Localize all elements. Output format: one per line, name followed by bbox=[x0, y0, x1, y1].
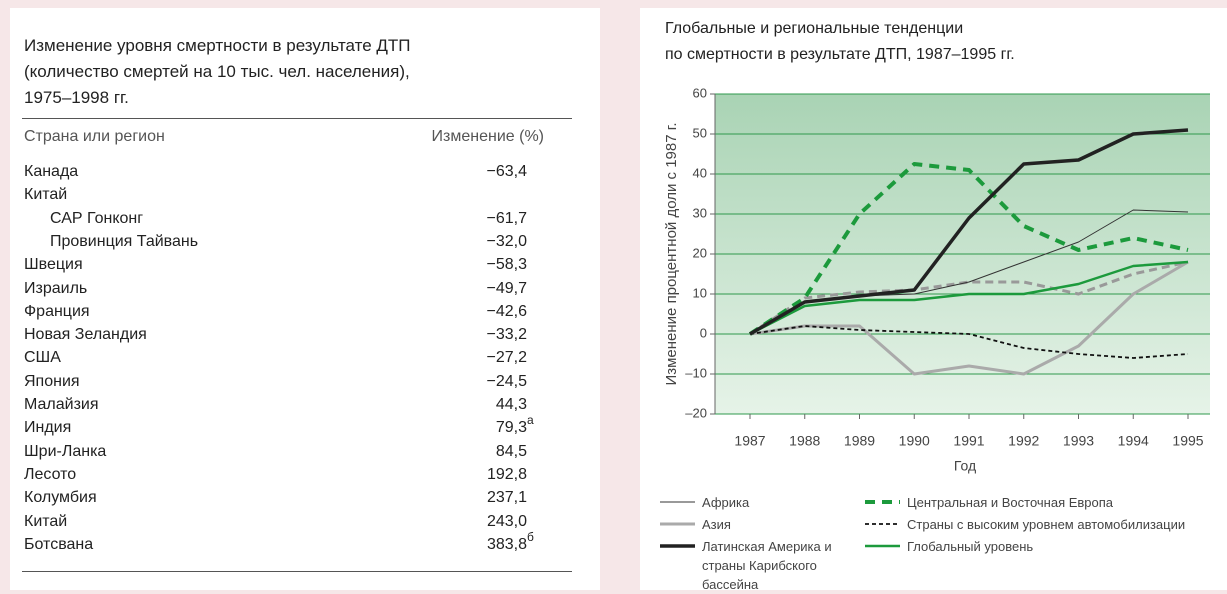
row-value: 79,3 а bbox=[495, 413, 534, 437]
row-name: Ботсвана bbox=[24, 535, 94, 553]
row-name: Малайзия bbox=[24, 396, 99, 413]
x-tick-label: 1989 bbox=[844, 433, 875, 449]
x-tick-label: 1987 bbox=[734, 433, 765, 449]
x-tick-label: 1992 bbox=[1008, 433, 1039, 449]
x-axis-label: Год bbox=[954, 458, 976, 474]
series-line bbox=[748, 162, 1189, 336]
y-tick-label: 60 bbox=[693, 85, 707, 100]
row-name: Израиль bbox=[24, 279, 88, 297]
legend-label: Африка bbox=[702, 495, 750, 510]
row-note: а bbox=[527, 413, 534, 428]
table-title: 1975–1998 гг. bbox=[24, 88, 129, 107]
row-value: 192,8 bbox=[486, 465, 527, 483]
x-tick-label: 1995 bbox=[1172, 433, 1203, 449]
rule bbox=[22, 571, 572, 573]
row-value: −49,7 bbox=[486, 279, 527, 297]
y-tick-label: –10 bbox=[685, 365, 707, 380]
chart-title: по смертности в результате ДТП, 1987–199… bbox=[665, 46, 1015, 63]
row-value: 237,1 bbox=[486, 489, 527, 507]
row-value: 44,3 bbox=[495, 396, 527, 413]
row-value: −58,3 bbox=[486, 256, 527, 274]
x-tick-label: 1994 bbox=[1118, 433, 1149, 449]
row-value: −27,2 bbox=[486, 349, 527, 367]
series-line bbox=[749, 260, 1189, 336]
row-value: −63,4 bbox=[486, 163, 527, 180]
row-name: Япония bbox=[24, 372, 80, 390]
table-panel: Изменение уровня смертности в результате… bbox=[10, 8, 600, 590]
series-line bbox=[749, 260, 1189, 376]
row-name: Лесото bbox=[24, 465, 77, 483]
legend-label: Центральная и Восточная Европа bbox=[907, 495, 1114, 510]
row-name: США bbox=[24, 349, 61, 367]
row-name: Провинция Тайвань bbox=[50, 232, 199, 250]
row-value: −33,2 bbox=[486, 326, 527, 344]
y-axis-label: Изменение процентной доли с 1987 г. bbox=[663, 122, 680, 385]
series-line bbox=[749, 260, 1189, 336]
chart-panel: Глобальные и региональные тенденции по см… bbox=[640, 8, 1227, 592]
y-tick-label: 40 bbox=[693, 165, 707, 180]
row-name: Китай bbox=[24, 512, 68, 530]
legend-label: Страны с высоким уровнем автомобилизации bbox=[907, 517, 1186, 532]
series-line bbox=[749, 128, 1189, 336]
y-tick-label: 10 bbox=[693, 285, 707, 300]
chart-title: Глобальные и региональные тенденции bbox=[665, 20, 963, 37]
legend-label: Азия bbox=[702, 517, 731, 532]
series-line bbox=[749, 325, 1189, 359]
rule bbox=[22, 118, 572, 119]
row-value: −32,0 bbox=[486, 232, 527, 250]
row-value: −42,6 bbox=[486, 302, 527, 320]
row-name: Швеция bbox=[24, 256, 83, 274]
row-name: Новая Зеландия bbox=[24, 326, 147, 344]
x-tick-label: 1991 bbox=[953, 433, 984, 449]
row-name: Шри-Ланка bbox=[24, 442, 107, 460]
x-tick-label: 1988 bbox=[789, 433, 820, 449]
chart: Глобальные и региональные тенденции по см… bbox=[660, 20, 1210, 548]
table-title: (количество смертей на 10 тыс. чел. насе… bbox=[24, 62, 410, 81]
row-value: 383,8 б bbox=[486, 529, 534, 553]
row-name: Канада bbox=[24, 163, 79, 180]
row-name: САР Гонконг bbox=[50, 209, 144, 227]
x-tick-label: 1993 bbox=[1063, 433, 1094, 449]
legend-label: Глобальный уровень bbox=[907, 539, 1034, 554]
y-tick-label: 0 bbox=[700, 325, 707, 340]
row-value: −24,5 bbox=[486, 372, 527, 390]
column-header: Изменение (%) bbox=[431, 128, 544, 145]
table-title: Изменение уровня смертности в результате… bbox=[24, 36, 411, 55]
legend-label: Латинская Америка и страны Карибского ба… bbox=[702, 539, 832, 592]
row-value: −61,7 bbox=[486, 209, 527, 227]
row-name: Колумбия bbox=[24, 489, 97, 507]
y-tick-label: –20 bbox=[685, 405, 707, 420]
row-value: 84,5 bbox=[495, 442, 527, 460]
row-name: Франция bbox=[24, 302, 90, 320]
y-tick-label: 20 bbox=[693, 245, 707, 260]
row-note: б bbox=[527, 529, 534, 544]
column-header: Страна или регион bbox=[24, 128, 165, 145]
row-value: 243,0 bbox=[486, 512, 527, 530]
row-name: Индия bbox=[24, 419, 72, 437]
y-tick-label: 30 bbox=[693, 205, 707, 220]
y-tick-label: 50 bbox=[693, 125, 707, 140]
row-name: Китай bbox=[24, 186, 68, 204]
x-tick-label: 1990 bbox=[899, 433, 930, 449]
